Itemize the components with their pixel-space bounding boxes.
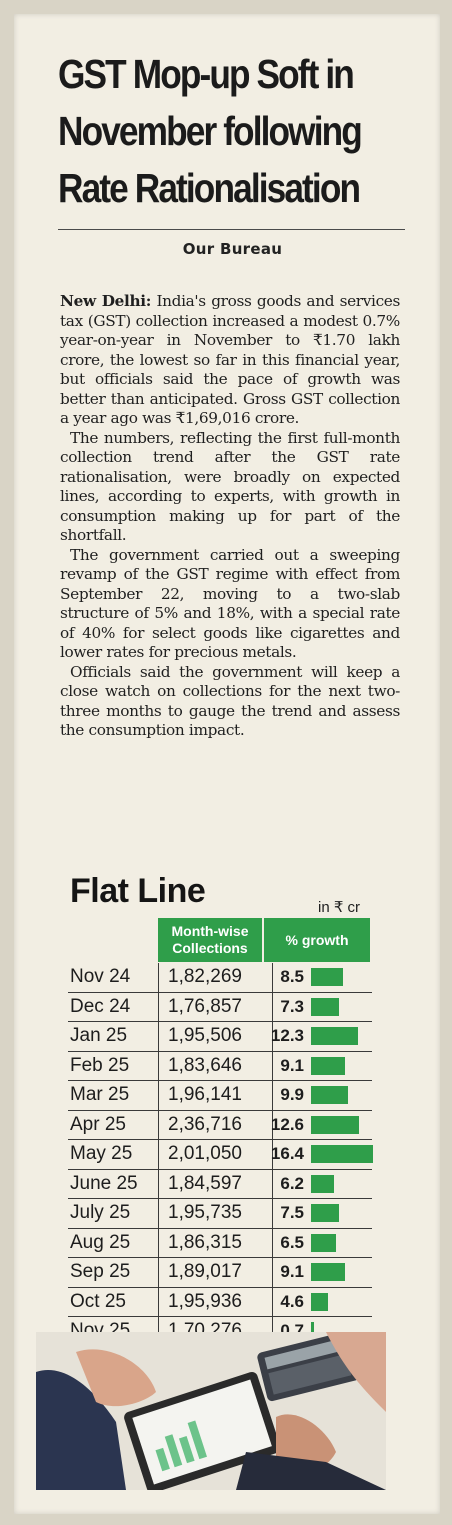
collections-cell: 1,95,936 (158, 1287, 273, 1316)
paragraph-1-text: India's gross goods and services tax (GS… (60, 292, 401, 427)
growth-bar (311, 1204, 339, 1222)
month-cell: Aug 25 (68, 1228, 159, 1257)
growth-bar (311, 1115, 359, 1134)
table-row: Apr 25 2,36,716 12.6 (68, 1110, 372, 1140)
growth-bar (311, 1174, 334, 1193)
headline-line-2: November following (58, 108, 363, 154)
growth-cell: 8.5 (280, 967, 304, 987)
collections-cell: 1,95,735 (158, 1199, 273, 1228)
growth-bar (311, 1292, 328, 1311)
growth-cell: 6.5 (280, 1232, 304, 1252)
collections-cell: 1,76,857 (158, 992, 273, 1021)
collections-cell: 1,95,506 (158, 1022, 273, 1051)
headline: GST Mop-up Soft in November following Ra… (58, 46, 363, 217)
photo-illustration (36, 1332, 386, 1490)
month-cell: Nov 24 (68, 963, 159, 992)
collections-cell: 2,36,716 (158, 1110, 273, 1139)
growth-bar (311, 968, 343, 986)
growth-bar (311, 1086, 348, 1104)
collections-cell: 1,96,141 (158, 1081, 273, 1110)
month-cell: Sep 25 (68, 1258, 159, 1287)
growth-bar (311, 1027, 358, 1045)
collections-cell: 1,86,315 (158, 1228, 273, 1257)
unit-label: in ₹ cr (318, 899, 361, 916)
growth-cell: 9.9 (280, 1085, 304, 1105)
growth-cell: 4.6 (280, 1291, 304, 1311)
month-cell: May 25 (68, 1140, 159, 1169)
collections-cell: 1,89,017 (158, 1258, 273, 1287)
table-row: Jan 25 1,95,506 12.3 (68, 1022, 372, 1052)
month-cell: Feb 25 (68, 1051, 159, 1080)
table-row: Sep 25 1,89,017 9.1 (68, 1258, 372, 1288)
month-cell: Mar 25 (68, 1081, 159, 1110)
article-body: New Delhi: India's gross goods and servi… (60, 292, 400, 741)
growth-cell: 12.6 (270, 1114, 304, 1134)
headline-line-1: GST Mop-up Soft in (58, 51, 355, 97)
growth-bar (311, 997, 339, 1016)
table-row: Aug 25 1,86,315 6.5 (68, 1228, 372, 1258)
collections-cell: 1,83,646 (158, 1051, 273, 1080)
table-row: Feb 25 1,83,646 9.1 (68, 1051, 372, 1081)
growth-cell: 7.3 (280, 996, 304, 1016)
collections-cell: 2,01,050 (158, 1140, 273, 1169)
dateline: New Delhi: (60, 292, 152, 310)
header-collections: Month-wise Collections (158, 918, 262, 962)
paragraph-2: The numbers, reflecting the first full-m… (60, 428, 400, 545)
growth-bar (311, 1263, 345, 1281)
table-row: Nov 24 1,82,269 8.5 (68, 963, 372, 993)
month-cell: Apr 25 (68, 1110, 159, 1139)
table-row: June 25 1,84,597 6.2 (68, 1169, 372, 1199)
growth-bar (311, 1056, 345, 1075)
month-cell: Oct 25 (68, 1287, 159, 1316)
stock-photo (36, 1332, 386, 1490)
growth-cell: 9.1 (280, 1262, 304, 1282)
paragraph-4: Officials said the government will keep … (60, 662, 400, 740)
table-row: Oct 25 1,95,936 4.6 (68, 1287, 372, 1317)
collections-cell: 1,82,269 (158, 963, 273, 992)
month-cell: July 25 (68, 1199, 159, 1228)
growth-bar (311, 1145, 373, 1163)
headline-divider (58, 229, 405, 230)
header-growth: % growth (264, 918, 370, 962)
month-cell: Jan 25 (68, 1022, 159, 1051)
table-row: Mar 25 1,96,141 9.9 (68, 1081, 372, 1111)
month-cell: June 25 (68, 1169, 159, 1198)
growth-cell: 12.3 (270, 1026, 304, 1046)
growth-bar (311, 1233, 336, 1252)
paragraph-1: New Delhi: India's gross goods and servi… (60, 292, 400, 429)
newspaper-clipping (14, 14, 440, 1514)
table-row: Dec 24 1,76,857 7.3 (68, 992, 372, 1022)
collections-cell: 1,84,597 (158, 1169, 273, 1198)
paragraph-3: The government carried out a sweeping re… (60, 545, 400, 662)
table-row: May 25 2,01,050 16.4 (68, 1140, 373, 1170)
collections-table: Nov 24 1,82,269 8.5 Dec 24 1,76,857 7.3 Jan 25… (68, 963, 373, 1347)
growth-bar (311, 1322, 314, 1340)
chart-title: Flat Line (70, 872, 206, 910)
growth-cell: 16.4 (270, 1144, 304, 1164)
growth-cell: 6.2 (280, 1173, 304, 1193)
headline-line-3: Rate Rationalisation (58, 165, 361, 211)
growth-cell: 7.5 (280, 1203, 304, 1223)
byline: Our Bureau (182, 240, 283, 258)
table-row: July 25 1,95,735 7.5 (68, 1199, 372, 1229)
growth-cell: 9.1 (280, 1055, 304, 1075)
month-cell: Dec 24 (68, 992, 159, 1021)
